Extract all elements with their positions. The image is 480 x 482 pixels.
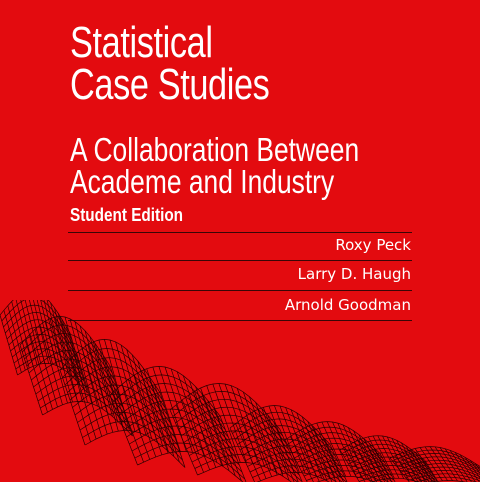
book-title: Statistical Case Studies [70, 18, 270, 109]
divider-rule [68, 260, 412, 261]
edition-label: Student Edition [70, 205, 184, 225]
subtitle-line-1: A Collaboration Between [70, 131, 360, 168]
divider-rule [68, 320, 412, 321]
divider-rule [68, 290, 412, 291]
divider-rule [68, 232, 412, 233]
author-name: Arnold Goodman [284, 296, 411, 314]
subtitle-line-2: Academe and Industry [70, 163, 335, 200]
author-name: Larry D. Haugh [297, 265, 411, 283]
book-subtitle: A Collaboration Between Academe and Indu… [70, 131, 360, 200]
title-line-2: Case Studies [70, 60, 270, 109]
title-line-1: Statistical [70, 18, 213, 67]
wireframe-surface-graphic [0, 300, 480, 482]
author-name: Roxy Peck [335, 236, 411, 254]
